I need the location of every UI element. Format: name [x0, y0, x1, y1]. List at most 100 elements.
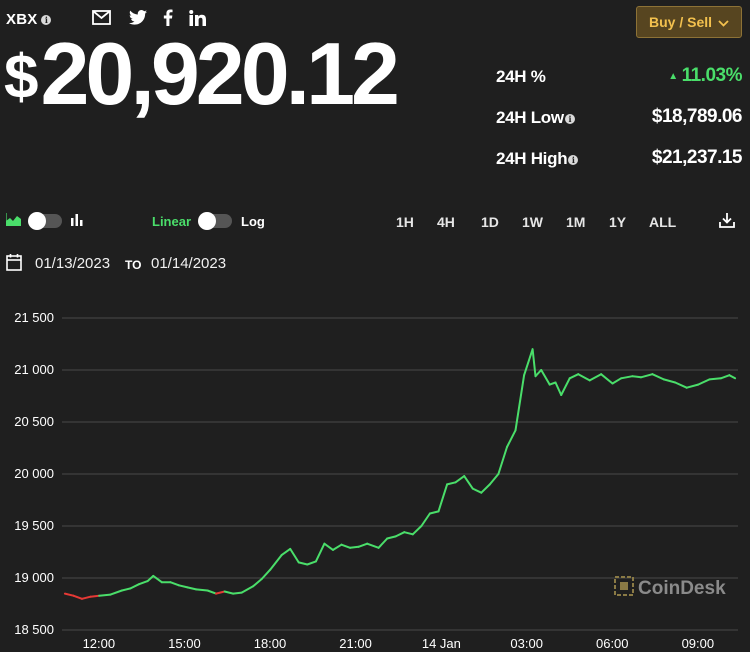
price-line-segment: [403, 531, 414, 536]
price-line-segment: [63, 592, 75, 597]
price-line-segment: [523, 348, 534, 377]
download-icon[interactable]: [719, 212, 735, 233]
ticker-symbol: XBX i: [6, 11, 52, 28]
price-line-segment: [349, 545, 360, 549]
price-line-segment: [146, 574, 155, 583]
chevron-down-icon: [718, 14, 729, 30]
low-value: $18,789.06: [651, 106, 743, 127]
price-line-segment: [289, 547, 300, 564]
range-4h-button[interactable]: 4H: [437, 214, 455, 230]
price-line-segment: [640, 373, 654, 379]
bar-chart-icon[interactable]: [71, 213, 83, 231]
price-line-segment: [514, 374, 526, 432]
low-label-wrap: 24H Low i: [496, 108, 575, 128]
price-line-segment: [314, 542, 326, 563]
price-line-segment: [446, 481, 457, 486]
twitter-icon[interactable]: [129, 10, 147, 30]
price-line-segment: [497, 446, 508, 475]
price-line-segment: [588, 373, 603, 382]
price-line-segment: [531, 348, 537, 378]
price-line-segment: [152, 574, 163, 584]
range-1m-button[interactable]: 1M: [566, 214, 586, 230]
price-line-segment: [169, 581, 180, 587]
toggle-knob: [198, 212, 216, 230]
price-line-segment: [506, 429, 517, 448]
range-1h-button[interactable]: 1H: [396, 214, 414, 230]
price-line-segment: [540, 369, 551, 386]
price-line-segment: [323, 542, 334, 551]
mail-icon[interactable]: [92, 10, 111, 30]
price-line-segment: [411, 525, 423, 536]
chart-type-toggle[interactable]: [28, 212, 62, 230]
x-tick-label: 14 Jan: [421, 636, 461, 651]
price-line-segment: [260, 568, 272, 580]
price-line-segment: [488, 473, 500, 486]
price-line-segment: [568, 373, 580, 380]
info-icon[interactable]: i: [41, 15, 52, 26]
price-line-segment: [471, 487, 483, 494]
price-line-segment: [420, 512, 431, 527]
price-line-segment: [560, 377, 571, 396]
price-line-segment: [548, 381, 557, 386]
coindesk-wordmark: CoinDesk: [638, 577, 726, 599]
price-line-segment: [186, 586, 198, 591]
high-value: $21,237.15: [651, 147, 743, 168]
price-line-segment: [297, 561, 309, 566]
price-line-segment: [89, 594, 101, 598]
range-1y-button[interactable]: 1Y: [609, 214, 627, 230]
price-line-segment: [280, 547, 292, 557]
price-value: 20,920.12: [40, 24, 399, 123]
price-line-segment: [215, 590, 226, 595]
scale-log-label[interactable]: Log: [241, 214, 265, 229]
high-label-wrap: 24H High i: [496, 149, 579, 169]
x-tick-label: 12:00: [82, 636, 116, 651]
y-tick-label: 21 000: [14, 362, 54, 377]
y-tick-label: 20 500: [14, 414, 54, 429]
price-line-segment: [463, 475, 474, 490]
range-1w-button[interactable]: 1W: [522, 214, 543, 230]
price-line-segment: [719, 374, 731, 380]
scale-toggle[interactable]: [198, 212, 232, 230]
chart-gridlines: [62, 317, 738, 631]
price-line-segment: [120, 587, 132, 592]
price-line-segment: [332, 543, 343, 551]
scale-linear-label[interactable]: Linear: [152, 214, 192, 229]
x-tick-label: 21:00: [339, 636, 372, 651]
price-line-segment: [195, 588, 209, 592]
price-line-segment: [386, 535, 397, 540]
date-from[interactable]: 01/13/2023: [35, 255, 111, 272]
x-tick-label: 03:00: [510, 636, 543, 651]
y-tick-label: 21 500: [14, 310, 54, 325]
info-icon[interactable]: i: [564, 113, 575, 124]
change-label: 24H %: [496, 67, 546, 86]
price-line-segment: [651, 373, 665, 381]
y-tick-label: 19 000: [14, 570, 54, 585]
price-line-segment: [232, 591, 243, 595]
buy-sell-button[interactable]: Buy / Sell: [636, 6, 742, 38]
price-line-segment: [98, 593, 112, 597]
low-label: 24H Low: [496, 108, 564, 127]
calendar-icon[interactable]: [6, 253, 22, 276]
facebook-icon[interactable]: [163, 9, 173, 31]
price-line-segment: [340, 543, 352, 549]
price-line-segment: [611, 377, 623, 385]
price-line-segment: [600, 373, 614, 385]
chart-series: [63, 348, 737, 600]
info-icon[interactable]: i: [568, 154, 579, 165]
area-chart-icon[interactable]: [5, 213, 21, 231]
linkedin-icon[interactable]: [189, 9, 206, 31]
up-arrow-icon: ▲: [668, 71, 678, 82]
price-line-segment: [366, 542, 380, 549]
price-line-segment: [269, 554, 283, 571]
coindesk-watermark: CoinDesk: [614, 576, 726, 601]
date-to[interactable]: 01/14/2023: [151, 255, 227, 272]
price-line-segment: [177, 584, 189, 589]
price-line-segment: [697, 378, 711, 386]
price-line-segment: [620, 375, 634, 380]
range-1d-button[interactable]: 1D: [481, 214, 499, 230]
share-bar: [92, 9, 206, 31]
price-line-segment: [394, 531, 406, 538]
x-tick-label: 18:00: [253, 636, 287, 651]
range-all-button[interactable]: ALL: [649, 214, 677, 230]
